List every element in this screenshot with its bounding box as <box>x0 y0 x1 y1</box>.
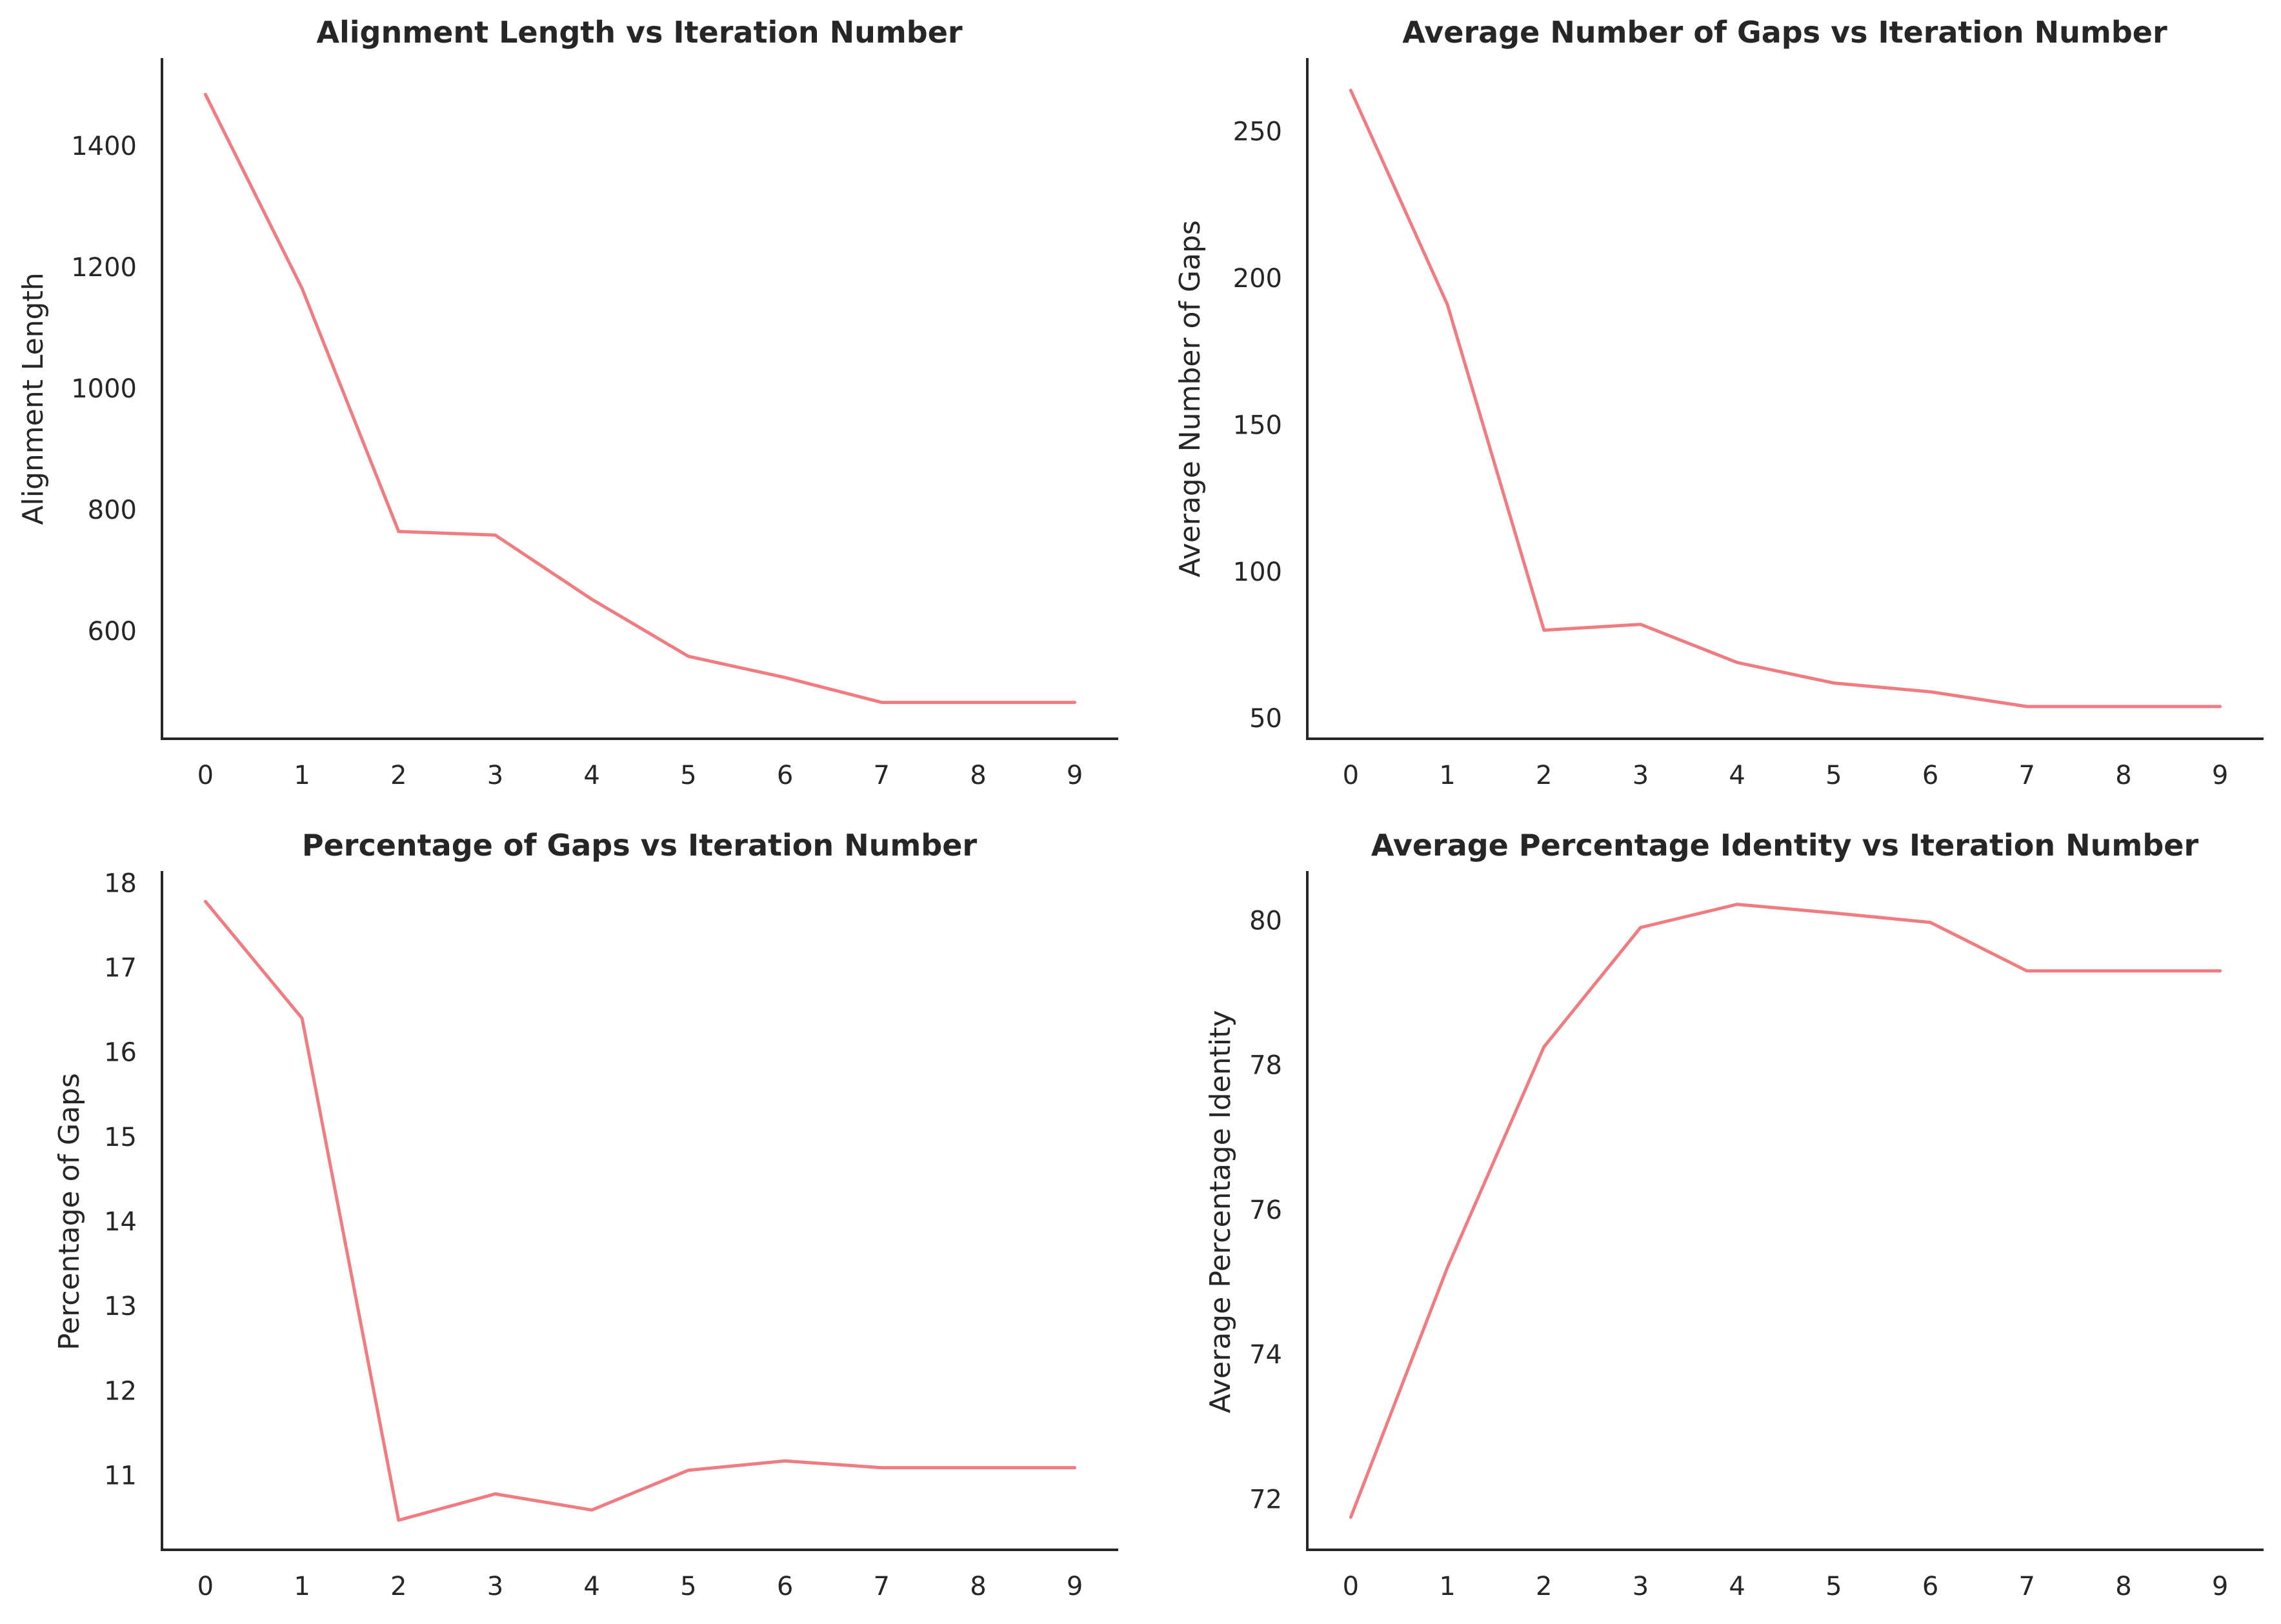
x-tick-label: 4 <box>583 761 599 790</box>
subplot-percentage-gaps: Percentage of Gaps vs Iteration Number P… <box>53 828 1118 1601</box>
y-tick-labels: 72 74 76 78 80 <box>1249 906 1282 1514</box>
y-tick-label: 72 <box>1249 1485 1282 1514</box>
x-tick-label: 8 <box>2115 1572 2131 1601</box>
y-axis-label: Percentage of Gaps <box>53 1073 86 1350</box>
subplot-title: Average Percentage Identity vs Iteration… <box>1371 828 2199 863</box>
x-tick-labels: 0 1 2 3 4 5 6 7 8 9 <box>197 1572 1083 1601</box>
y-tick-label: 800 <box>88 496 137 525</box>
x-tick-label: 3 <box>1633 761 1649 790</box>
x-tick-label: 3 <box>487 761 503 790</box>
y-tick-label: 78 <box>1249 1051 1282 1081</box>
x-tick-label: 0 <box>197 761 214 790</box>
x-tick-label: 3 <box>1633 1572 1649 1601</box>
x-tick-label: 4 <box>1729 1572 1745 1601</box>
series-line <box>1349 903 2222 1519</box>
subplot-title: Percentage of Gaps vs Iteration Number <box>302 828 978 863</box>
y-tick-label: 1200 <box>71 253 137 283</box>
x-tick-label: 9 <box>1067 761 1083 790</box>
x-tick-label: 6 <box>777 1572 793 1601</box>
subplot-alignment-length: Alignment Length vs Iteration Number Ali… <box>17 15 1118 790</box>
x-tick-label: 5 <box>1825 1572 1842 1601</box>
x-tick-label: 9 <box>2212 1572 2228 1601</box>
x-tick-label: 2 <box>1536 761 1552 790</box>
x-tick-label: 1 <box>1439 1572 1455 1601</box>
x-tick-label: 8 <box>970 761 986 790</box>
x-tick-label: 7 <box>2019 761 2035 790</box>
y-axis-label: Average Percentage Identity <box>1204 1010 1237 1414</box>
y-tick-label: 17 <box>104 954 137 983</box>
y-tick-label: 50 <box>1249 704 1282 734</box>
y-tick-labels: 11 12 13 14 15 16 17 18 <box>104 868 137 1490</box>
x-tick-label: 4 <box>1729 761 1745 790</box>
x-tick-label: 2 <box>1536 1572 1552 1601</box>
x-tick-label: 2 <box>390 1572 407 1601</box>
x-tick-label: 9 <box>1067 1572 1083 1601</box>
x-tick-label: 1 <box>1439 761 1455 790</box>
y-tick-label: 80 <box>1249 906 1282 936</box>
y-axis-label: Average Number of Gaps <box>1174 220 1207 577</box>
x-tick-label: 2 <box>390 761 407 790</box>
x-tick-label: 6 <box>777 761 793 790</box>
x-tick-label: 3 <box>487 1572 503 1601</box>
subplot-percentage-identity: Average Percentage Identity vs Iteration… <box>1204 828 2264 1601</box>
y-tick-label: 74 <box>1249 1340 1282 1370</box>
x-tick-label: 0 <box>1343 1572 1359 1601</box>
x-tick-label: 1 <box>294 761 310 790</box>
y-tick-label: 1000 <box>71 374 137 404</box>
series-line <box>1349 88 2222 708</box>
y-tick-label: 200 <box>1233 264 1282 294</box>
x-tick-label: 8 <box>2115 761 2131 790</box>
y-tick-label: 14 <box>104 1207 137 1237</box>
x-tick-label: 7 <box>874 761 890 790</box>
y-tick-label: 15 <box>104 1123 137 1152</box>
subplot-average-gaps: Average Number of Gaps vs Iteration Numb… <box>1174 15 2264 790</box>
y-tick-label: 11 <box>104 1461 137 1491</box>
x-tick-label: 4 <box>583 1572 599 1601</box>
y-tick-label: 16 <box>104 1038 137 1068</box>
y-tick-labels: 50 100 150 200 250 <box>1233 117 1282 734</box>
x-tick-label: 1 <box>294 1572 310 1601</box>
x-tick-labels: 0 1 2 3 4 5 6 7 8 9 <box>197 761 1083 790</box>
y-tick-label: 250 <box>1233 117 1282 147</box>
y-tick-label: 13 <box>104 1292 137 1321</box>
y-tick-labels: 600 800 1000 1200 1400 <box>71 132 137 647</box>
x-tick-label: 9 <box>2212 761 2228 790</box>
x-tick-label: 6 <box>1922 1572 1938 1601</box>
x-tick-label: 5 <box>680 1572 696 1601</box>
x-tick-label: 5 <box>1825 761 1842 790</box>
x-tick-label: 0 <box>197 1572 214 1601</box>
y-tick-label: 100 <box>1233 557 1282 587</box>
series-line <box>203 899 1077 1522</box>
series-line <box>203 92 1077 705</box>
x-tick-labels: 0 1 2 3 4 5 6 7 8 9 <box>1343 1572 2229 1601</box>
x-tick-label: 6 <box>1922 761 1938 790</box>
y-tick-label: 1400 <box>71 132 137 161</box>
x-tick-labels: 0 1 2 3 4 5 6 7 8 9 <box>1343 761 2229 790</box>
x-tick-label: 0 <box>1343 761 1359 790</box>
x-tick-label: 7 <box>874 1572 890 1601</box>
x-tick-label: 8 <box>970 1572 986 1601</box>
x-tick-label: 7 <box>2019 1572 2035 1601</box>
y-tick-label: 18 <box>104 868 137 898</box>
y-tick-label: 150 <box>1233 410 1282 440</box>
subplot-title: Alignment Length vs Iteration Number <box>316 15 962 50</box>
y-axis-label: Alignment Length <box>17 272 50 525</box>
y-tick-label: 76 <box>1249 1196 1282 1225</box>
y-tick-label: 12 <box>104 1376 137 1406</box>
x-tick-label: 5 <box>680 761 696 790</box>
y-tick-label: 600 <box>88 617 137 647</box>
subplot-title: Average Number of Gaps vs Iteration Numb… <box>1402 15 2167 50</box>
